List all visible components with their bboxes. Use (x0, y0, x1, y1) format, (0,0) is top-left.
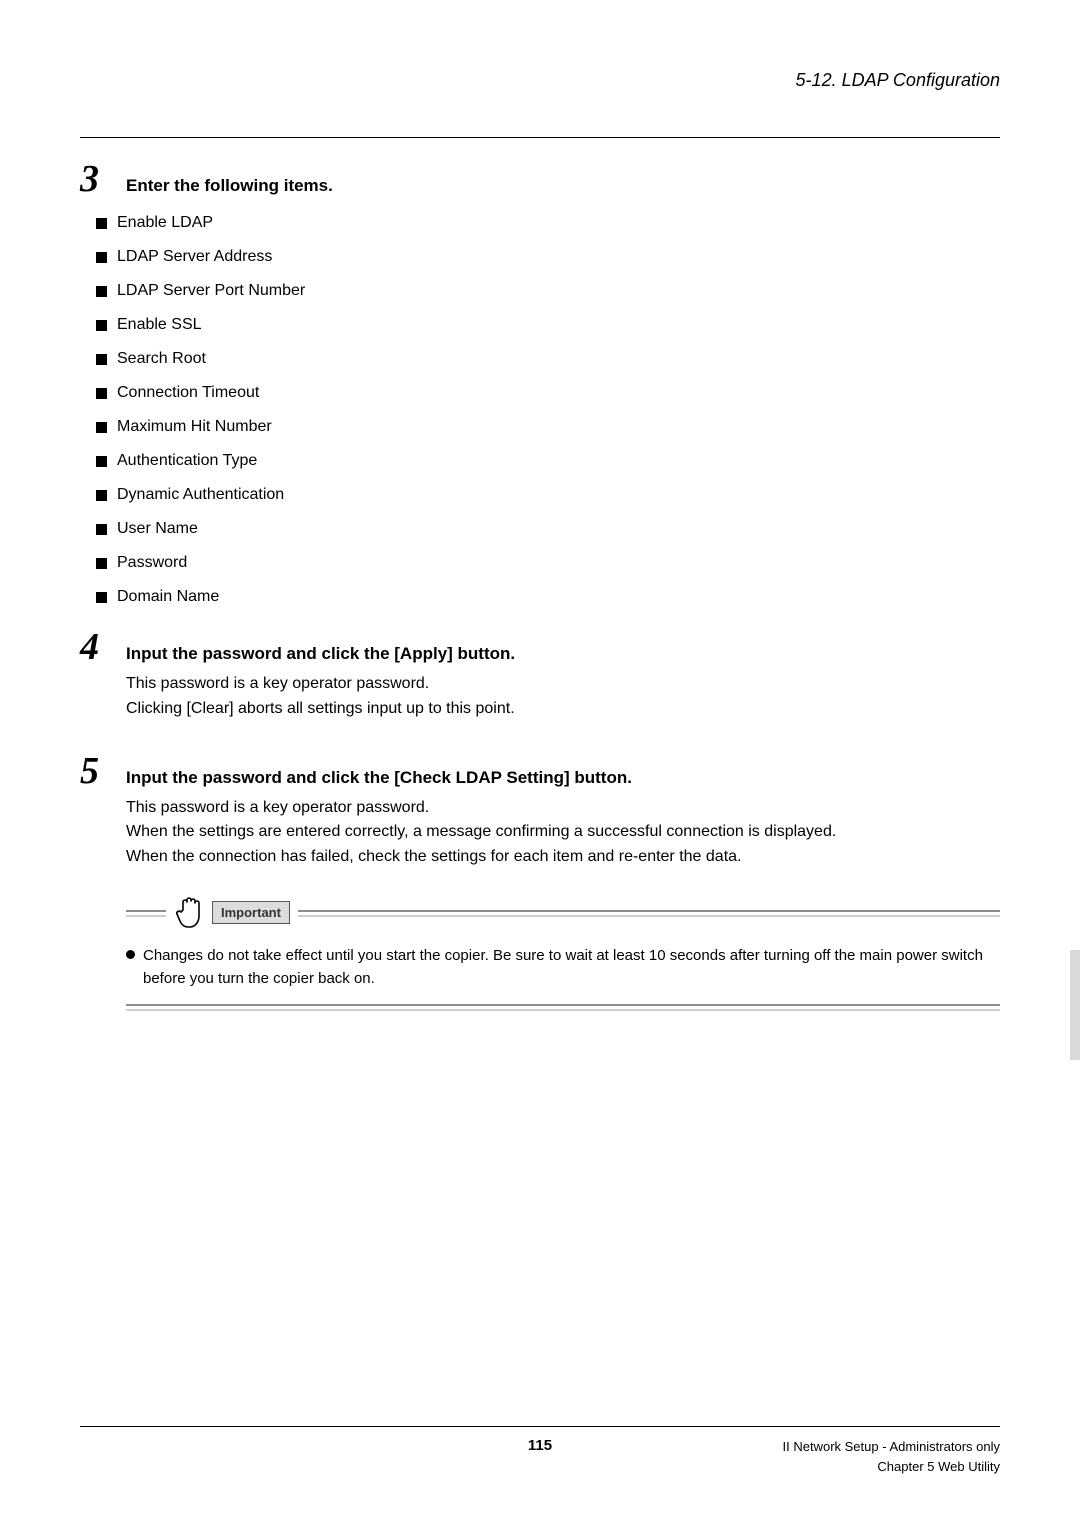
step-3-items: Enable LDAP LDAP Server Address LDAP Ser… (96, 214, 1000, 606)
body-line: When the settings are entered correctly,… (126, 820, 1000, 845)
step-5-body: This password is a key operator password… (126, 796, 1000, 870)
list-item: User Name (96, 520, 1000, 538)
rule-icon (126, 908, 166, 918)
list-item: Authentication Type (96, 452, 1000, 470)
list-item: Connection Timeout (96, 384, 1000, 402)
body-line: Clicking [Clear] aborts all settings inp… (126, 697, 1000, 722)
list-item-label: Authentication Type (117, 452, 257, 470)
list-item-label: Domain Name (117, 588, 219, 606)
step-number-5: 5 (80, 752, 108, 790)
page-number: 115 (528, 1437, 552, 1454)
important-note: Changes do not take effect until you sta… (126, 944, 1000, 1003)
footer-line-2: Chapter 5 Web Utility (783, 1457, 1000, 1477)
list-item: Search Root (96, 350, 1000, 368)
body-line: This password is a key operator password… (126, 796, 1000, 821)
square-bullet-icon (96, 218, 107, 229)
list-item: LDAP Server Address (96, 248, 1000, 266)
step-5: 5 Input the password and click the [Chec… (80, 752, 1000, 870)
important-label: Important (212, 901, 290, 924)
list-item: Password (96, 554, 1000, 572)
list-item-label: Connection Timeout (117, 384, 259, 402)
list-item: Domain Name (96, 588, 1000, 606)
list-item: Enable LDAP (96, 214, 1000, 232)
square-bullet-icon (96, 388, 107, 399)
body-line: This password is a key operator password… (126, 672, 1000, 697)
step-number-3: 3 (80, 160, 108, 198)
footer-row: 115 II Network Setup - Administrators on… (80, 1437, 1000, 1476)
square-bullet-icon (96, 252, 107, 263)
list-item: Enable SSL (96, 316, 1000, 334)
list-item-label: User Name (117, 520, 198, 538)
page-footer: 115 II Network Setup - Administrators on… (80, 1426, 1000, 1476)
important-header-row: Important (126, 896, 1000, 930)
step-number-4: 4 (80, 628, 108, 666)
square-bullet-icon (96, 286, 107, 297)
step-4-body: This password is a key operator password… (126, 672, 1000, 722)
list-item: Maximum Hit Number (96, 418, 1000, 436)
header-rule (80, 137, 1000, 138)
step-3: 3 Enter the following items. Enable LDAP… (80, 160, 1000, 606)
square-bullet-icon (96, 456, 107, 467)
document-page: 5-12. LDAP Configuration 3 Enter the fol… (0, 0, 1080, 1526)
step-title-4: Input the password and click the [Apply]… (126, 644, 515, 664)
square-bullet-icon (96, 490, 107, 501)
rule-icon (298, 908, 1000, 918)
list-item-label: Password (117, 554, 187, 572)
important-callout: Important (126, 896, 1000, 930)
square-bullet-icon (96, 354, 107, 365)
footer-line-1: II Network Setup - Administrators only (783, 1437, 1000, 1457)
step-title-5: Input the password and click the [Check … (126, 768, 632, 788)
square-bullet-icon (96, 592, 107, 603)
list-item-label: Search Root (117, 350, 206, 368)
hand-stop-icon (174, 896, 204, 930)
square-bullet-icon (96, 422, 107, 433)
list-item-label: Maximum Hit Number (117, 418, 272, 436)
list-item-label: Dynamic Authentication (117, 486, 284, 504)
body-line: When the connection has failed, check th… (126, 845, 1000, 870)
step-row: 5 Input the password and click the [Chec… (80, 752, 1000, 790)
list-item: LDAP Server Port Number (96, 282, 1000, 300)
list-item-label: Enable LDAP (117, 214, 213, 232)
square-bullet-icon (96, 320, 107, 331)
step-row: 3 Enter the following items. (80, 160, 1000, 198)
list-item-label: LDAP Server Port Number (117, 282, 305, 300)
square-bullet-icon (96, 524, 107, 535)
list-item-label: LDAP Server Address (117, 248, 272, 266)
footer-right: II Network Setup - Administrators only C… (783, 1437, 1000, 1476)
step-title-3: Enter the following items. (126, 176, 333, 196)
closing-rule (126, 1004, 1000, 1011)
footer-rule (80, 1426, 1000, 1427)
side-tab (1070, 950, 1080, 1060)
step-row: 4 Input the password and click the [Appl… (80, 628, 1000, 666)
section-header: 5-12. LDAP Configuration (80, 70, 1000, 97)
square-bullet-icon (96, 558, 107, 569)
step-4: 4 Input the password and click the [Appl… (80, 628, 1000, 722)
list-item-label: Enable SSL (117, 316, 202, 334)
round-bullet-icon (126, 950, 135, 959)
important-note-text: Changes do not take effect until you sta… (143, 944, 1000, 991)
list-item: Dynamic Authentication (96, 486, 1000, 504)
